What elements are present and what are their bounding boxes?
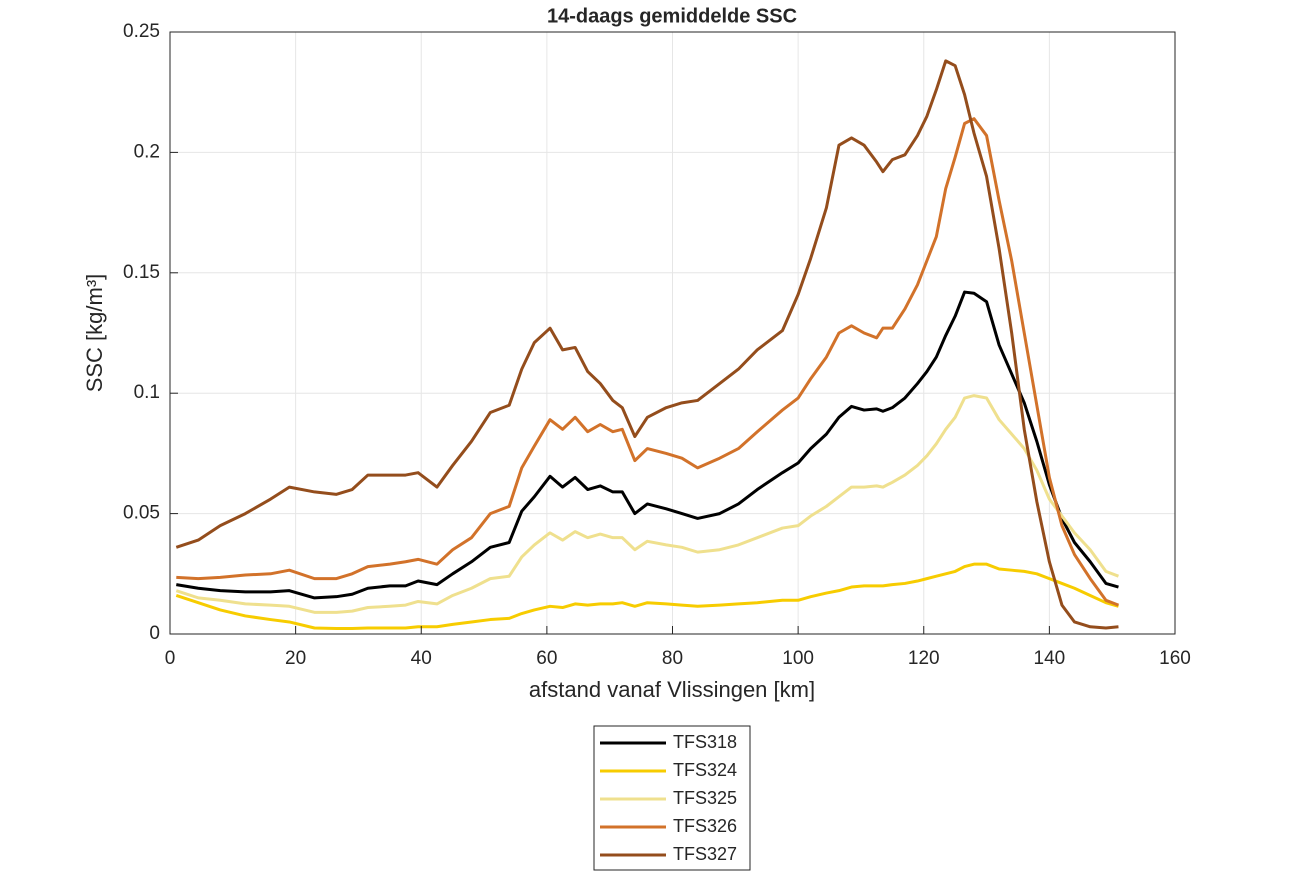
chart-title: 14-daags gemiddelde SSC [547, 5, 797, 27]
x-tick-label: 160 [1159, 648, 1191, 669]
x-tick-label: 120 [908, 648, 940, 669]
legend: TFS318 TFS324 TFS325 TFS326 TFS327 [600, 732, 737, 864]
y-tick-label: 0.25 [123, 21, 160, 42]
legend-label: TFS325 [673, 788, 737, 808]
series-line [175, 562, 1119, 630]
y-axis-label: SSC [kg/m³] [82, 274, 107, 393]
y-tick-label: 0.05 [123, 503, 160, 524]
x-tick-label: 60 [536, 648, 557, 669]
y-tick-label: 0.15 [123, 262, 160, 283]
legend-label: TFS318 [673, 732, 737, 752]
y-tick-label: 0.2 [134, 141, 160, 162]
legend-label: TFS326 [673, 816, 737, 836]
x-tick-label: 80 [662, 648, 683, 669]
x-tick-label: 100 [782, 648, 814, 669]
x-tick-label: 0 [165, 648, 176, 669]
lines [175, 59, 1120, 630]
x-tick-label: 40 [411, 648, 432, 669]
y-tick-label: 0.1 [134, 382, 160, 403]
legend-label: TFS324 [673, 760, 737, 780]
series-line [176, 117, 1120, 607]
x-tick-label: 140 [1034, 648, 1066, 669]
axes: 0 20 40 60 80 100 120 140 160 0 0.05 0.1 0.15 0.2 0.25 [123, 21, 1191, 669]
y-tick-label: 0 [149, 623, 160, 644]
series-line [175, 394, 1120, 614]
series-line [175, 59, 1119, 630]
legend-label: TFS327 [673, 844, 737, 864]
series-line [176, 290, 1119, 600]
x-axis-label: afstand vanaf Vlissingen [km] [529, 677, 815, 702]
plot-frame [169, 31, 1176, 635]
x-tick-label: 20 [285, 648, 306, 669]
